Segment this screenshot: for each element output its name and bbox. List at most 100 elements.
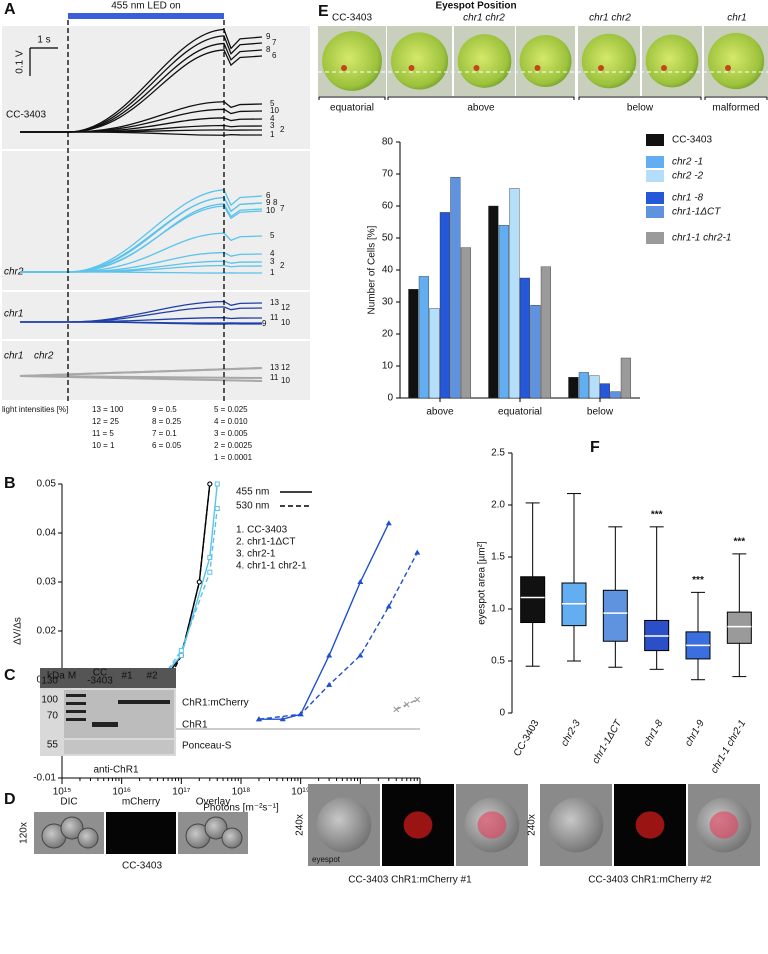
panel-letter: D	[4, 791, 16, 808]
x-tick-label: above	[426, 407, 454, 418]
point	[414, 696, 421, 703]
y-tick-label: 30	[382, 297, 394, 308]
group-name: chr2	[34, 351, 54, 362]
intensity-item: 12 = 25	[92, 417, 119, 426]
trace-label: 3	[270, 257, 275, 266]
y-tick-label: 0.05	[37, 479, 57, 490]
bar	[429, 308, 440, 399]
trace	[20, 203, 263, 273]
magnification: 240x	[295, 814, 306, 836]
trace-label: 8	[273, 198, 278, 207]
intensity-item: 7 = 0.1	[152, 429, 177, 438]
cell	[221, 827, 243, 849]
point	[403, 701, 410, 708]
panel-letter: B	[4, 475, 16, 492]
band	[66, 710, 86, 713]
x-tick-label: chr1-9	[683, 718, 707, 748]
trace-label: 11	[270, 373, 279, 382]
y-tick-label: 0.02	[37, 626, 57, 637]
trace-label: 7	[280, 204, 285, 213]
trace-label: 5	[270, 99, 275, 108]
bracket	[704, 96, 768, 100]
x-tick-label: 10¹⁷	[172, 787, 190, 798]
y-tick-label: 70	[382, 169, 394, 180]
intensity-item: 3 = 0.005	[214, 429, 248, 438]
trace-label: 11	[270, 313, 279, 322]
caption: CC-3403	[122, 861, 162, 872]
x-tick-label: 10¹⁵	[53, 787, 72, 798]
trace-label: 1	[270, 268, 275, 277]
position-label: above	[467, 103, 495, 114]
point	[178, 648, 184, 654]
cell	[645, 34, 699, 88]
fluorescence	[635, 811, 665, 839]
strain-label: chr1 chr2	[589, 13, 631, 24]
trace-label: 5	[270, 231, 275, 240]
trace	[19, 367, 263, 377]
band-label: ChR1	[182, 720, 208, 731]
point	[357, 579, 364, 584]
y-tick-label: 0.03	[37, 577, 57, 588]
point	[207, 569, 213, 575]
y-tick-label: 0.04	[37, 528, 57, 539]
eyespot	[598, 65, 604, 71]
micrograph	[106, 812, 176, 854]
x-axis-label: Photons [m⁻²s⁻¹]	[203, 803, 279, 814]
y-tick-label: 0.5	[491, 656, 505, 667]
cell	[581, 33, 637, 89]
point	[385, 520, 392, 526]
intensity-item: 8 = 0.25	[152, 417, 182, 426]
cell	[519, 35, 572, 87]
trace-label: 10	[270, 106, 279, 115]
panel-letter: F	[590, 439, 600, 456]
point	[326, 652, 333, 658]
line-solid	[258, 522, 390, 720]
x-tick-label: 10¹⁶	[112, 787, 131, 798]
y-tick-label: 60	[382, 201, 394, 212]
cell	[204, 816, 228, 840]
legend-style: 455 nm	[236, 487, 269, 498]
legend-swatch	[646, 134, 664, 146]
trace-label: 2	[280, 261, 285, 270]
bracket	[387, 96, 575, 100]
y-tick-label: 80	[382, 137, 394, 148]
point	[297, 711, 304, 717]
panel-letter: E	[318, 3, 329, 20]
y-axis-label: ΔV/Δs	[13, 617, 24, 645]
legend-swatch	[646, 192, 664, 204]
trace-panel	[2, 341, 310, 400]
trace-label: 10	[281, 318, 290, 327]
intensity-title: light intensities [%]	[2, 405, 68, 414]
blot-header-label: -3403	[87, 676, 113, 687]
trace-label: 10	[266, 206, 275, 215]
eyespot	[725, 65, 731, 71]
x-tick-label: 10¹⁸	[232, 787, 251, 798]
column-label: Overlay	[196, 797, 230, 808]
column-label: DIC	[60, 797, 77, 808]
legend-entry: chr2 -2	[672, 171, 704, 182]
caption: CC-3403 ChR1:mCherry #1	[348, 875, 472, 886]
scale-voltage: 0.1 V	[15, 50, 26, 74]
band	[66, 718, 86, 721]
band	[144, 700, 170, 704]
y-tick-label: 1.5	[491, 552, 505, 563]
eyespot	[408, 65, 415, 71]
y-tick-label: 1.0	[491, 604, 505, 615]
significance: ***	[733, 537, 745, 548]
bar	[519, 277, 530, 399]
blot-header-label: #1	[121, 671, 133, 682]
bar	[418, 276, 429, 399]
point	[214, 506, 220, 511]
intensity-item: 6 = 0.05	[152, 441, 182, 450]
trace-label: 12	[281, 303, 290, 312]
bar	[460, 247, 471, 399]
line-dashed	[258, 552, 418, 720]
bar	[450, 176, 461, 399]
blot-header-label: CC	[93, 668, 107, 679]
marker-size: 100	[41, 695, 58, 706]
bar	[439, 212, 450, 399]
trace-label: 13	[270, 363, 279, 372]
marker-size: 130	[41, 676, 58, 687]
